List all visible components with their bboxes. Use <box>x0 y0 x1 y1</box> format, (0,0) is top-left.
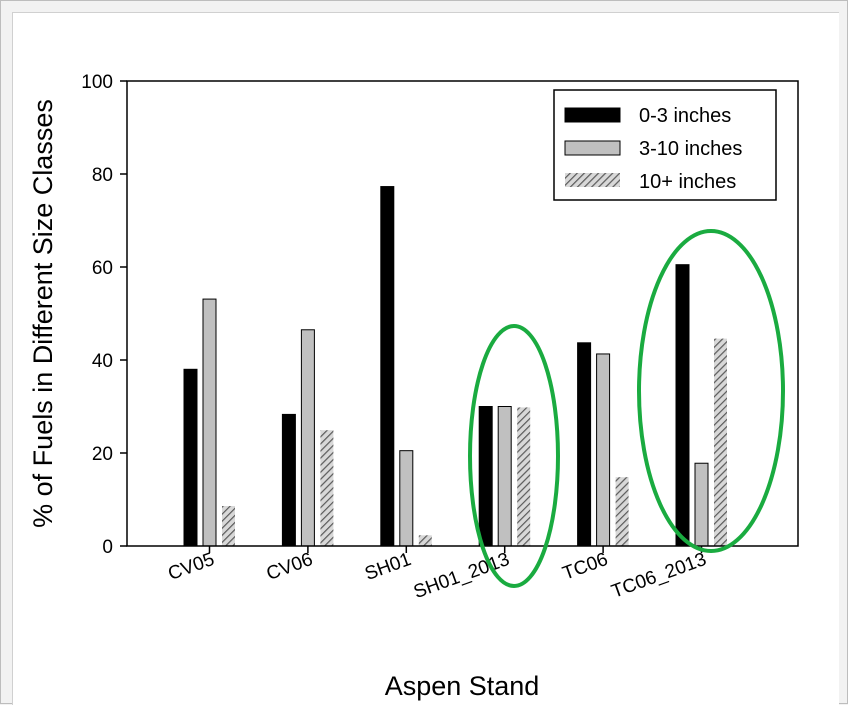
bar-sh01-2013-0-3-inches <box>478 406 493 547</box>
y-tick-label-100: 100 <box>81 72 113 93</box>
bar-cv05-3-10-inches <box>202 298 217 547</box>
x-tick-label-tc06: TC06 <box>560 549 611 585</box>
legend-swatch-0-3-inches <box>564 107 621 123</box>
bar-tc06-3-10-inches <box>596 353 611 547</box>
bar-tc06-2013-10-plus-inches <box>714 338 727 546</box>
legend-label-10-plus-inches: 10+ inches <box>639 171 736 193</box>
bar-sh01-2013-3-10-inches <box>497 406 512 547</box>
y-tick-label-80: 80 <box>92 165 113 186</box>
x-axis-label: Aspen Stand <box>385 671 540 701</box>
bar-cv05-10-plus-inches <box>222 506 235 546</box>
y-axis-label: % of Fuels in Different Size Classes <box>28 99 58 528</box>
bar-sh01-2013-10-plus-inches <box>517 407 531 546</box>
y-tick-label-0: 0 <box>102 537 113 558</box>
bar-sh01-3-10-inches <box>399 450 414 547</box>
bar-cv06-3-10-inches <box>300 329 315 547</box>
y-axis: 0 20 40 60 80 100 <box>81 72 127 558</box>
bar-tc06-2013-3-10-inches <box>694 462 709 547</box>
bar-sh01-0-3-inches <box>380 186 395 547</box>
plot-area-frame <box>126 80 799 547</box>
x-tick-label-sh01: SH01 <box>362 549 414 585</box>
legend: 0-3 inches 3-10 inches 10+ inches <box>553 89 777 201</box>
bar-tc06-2013-0-3-inches <box>675 264 690 547</box>
bar-cv06-10-plus-inches <box>320 430 334 546</box>
y-tick-label-60: 60 <box>92 258 113 279</box>
bar-tc06-10-plus-inches <box>615 477 629 546</box>
bar-cv05-0-3-inches <box>183 368 198 547</box>
highlight-circle-tc06-2013 <box>637 229 785 553</box>
bar-cv06-0-3-inches <box>281 413 296 547</box>
highlight-annotations <box>468 229 785 588</box>
legend-label-3-10-inches: 3-10 inches <box>639 138 742 160</box>
highlight-circle-sh01-2013 <box>468 324 560 588</box>
x-tick-label-cv06: CV06 <box>264 549 316 585</box>
bar-sh01-10-plus-inches <box>418 535 432 546</box>
y-tick-label-40: 40 <box>92 351 113 372</box>
bar-tc06-0-3-inches <box>577 342 592 547</box>
x-tick-label-tc06-2013: TC06_2013 <box>609 549 709 603</box>
y-tick-label-20: 20 <box>92 444 113 465</box>
legend-label-0-3-inches: 0-3 inches <box>639 105 731 127</box>
x-tick-label-cv05: CV05 <box>165 549 217 585</box>
legend-swatch-10-plus-inches <box>565 173 620 187</box>
legend-swatch-3-10-inches <box>564 140 621 156</box>
bars-layer <box>183 186 727 547</box>
